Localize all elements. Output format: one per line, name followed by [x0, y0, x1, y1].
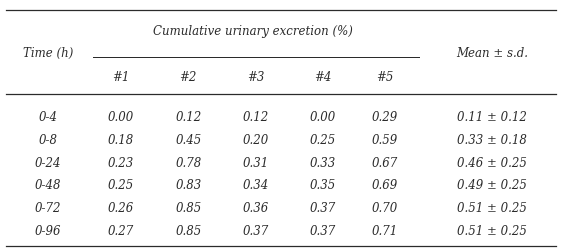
Text: 0.12: 0.12 [175, 111, 201, 124]
Text: 0-8: 0-8 [38, 133, 57, 146]
Text: 0.33 ± 0.18: 0.33 ± 0.18 [457, 133, 527, 146]
Text: 0.49 ± 0.25: 0.49 ± 0.25 [457, 179, 527, 192]
Text: 0.85: 0.85 [175, 224, 201, 237]
Text: 0.35: 0.35 [310, 179, 336, 192]
Text: Cumulative urinary excretion (%): Cumulative urinary excretion (%) [153, 25, 353, 38]
Text: 0.45: 0.45 [175, 133, 201, 146]
Text: 0.67: 0.67 [372, 156, 398, 169]
Text: 0.37: 0.37 [310, 201, 336, 214]
Text: 0.71: 0.71 [372, 224, 398, 237]
Text: #4: #4 [315, 70, 332, 83]
Text: 0.37: 0.37 [310, 224, 336, 237]
Text: 0.51 ± 0.25: 0.51 ± 0.25 [457, 224, 527, 237]
Text: #5: #5 [377, 70, 393, 83]
Text: 0.20: 0.20 [243, 133, 269, 146]
Text: 0.11 ± 0.12: 0.11 ± 0.12 [457, 111, 527, 124]
Text: 0.25: 0.25 [310, 133, 336, 146]
Text: 0-48: 0-48 [34, 179, 61, 192]
Text: 0.70: 0.70 [372, 201, 398, 214]
Text: Mean ± s.d.: Mean ± s.d. [456, 46, 528, 59]
Text: #1: #1 [112, 70, 129, 83]
Text: #2: #2 [180, 70, 197, 83]
Text: 0.33: 0.33 [310, 156, 336, 169]
Text: 0-72: 0-72 [34, 201, 61, 214]
Text: 0.23: 0.23 [108, 156, 134, 169]
Text: 0.31: 0.31 [243, 156, 269, 169]
Text: 0.25: 0.25 [108, 179, 134, 192]
Text: 0-24: 0-24 [34, 156, 61, 169]
Text: 0.36: 0.36 [243, 201, 269, 214]
Text: 0.34: 0.34 [243, 179, 269, 192]
Text: 0.00: 0.00 [310, 111, 336, 124]
Text: 0.00: 0.00 [108, 111, 134, 124]
Text: 0.69: 0.69 [372, 179, 398, 192]
Text: 0.51 ± 0.25: 0.51 ± 0.25 [457, 201, 527, 214]
Text: 0.37: 0.37 [243, 224, 269, 237]
Text: Time (h): Time (h) [22, 46, 73, 59]
Text: 0.59: 0.59 [372, 133, 398, 146]
Text: 0.18: 0.18 [108, 133, 134, 146]
Text: 0.85: 0.85 [175, 201, 201, 214]
Text: 0-4: 0-4 [38, 111, 57, 124]
Text: 0-96: 0-96 [34, 224, 61, 237]
Text: 0.26: 0.26 [108, 201, 134, 214]
Text: 0.78: 0.78 [175, 156, 201, 169]
Text: 0.27: 0.27 [108, 224, 134, 237]
Text: 0.12: 0.12 [243, 111, 269, 124]
Text: 0.83: 0.83 [175, 179, 201, 192]
Text: 0.46 ± 0.25: 0.46 ± 0.25 [457, 156, 527, 169]
Text: #3: #3 [247, 70, 264, 83]
Text: 0.29: 0.29 [372, 111, 398, 124]
